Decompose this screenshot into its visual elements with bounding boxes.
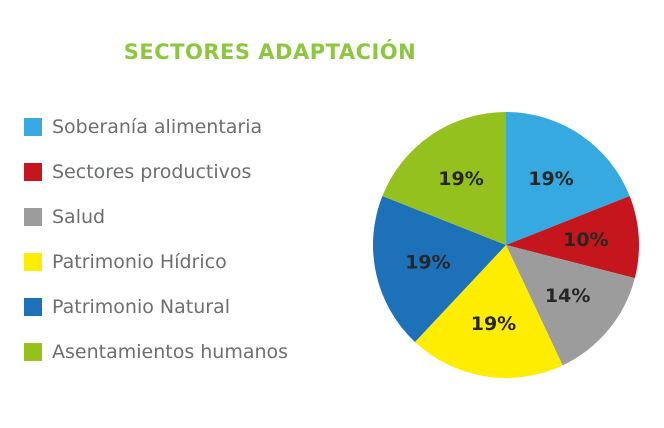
legend-item: Sectores productivos [24,158,288,186]
legend-swatch [24,163,42,181]
pie-slice-asentamientos-humanos [382,111,506,245]
pie-slice-soberania-alimentaria [506,112,630,245]
legend-swatch [24,253,42,271]
legend-label: Patrimonio Natural [52,296,230,318]
legend-item: Patrimonio Natural [24,293,288,321]
pie-slice-patrimonio-hidrico [414,245,563,378]
data-label-patrimonio-hidrico: 19% [471,313,516,335]
legend-label: Asentamientos humanos [52,341,289,363]
pie-slice-patrimonio-natural [373,196,506,342]
data-label-sectores-productivos: 10% [563,229,608,251]
legend-swatch [24,343,42,361]
chart-title: SECTORES ADAPTACIÓN [123,40,417,64]
legend-label: Sectores productivos [52,161,252,183]
legend-label: Salud [52,206,106,228]
pie-slice-sectores-productivos [506,196,639,279]
legend: Soberanía alimentaria Sectores productiv… [24,113,288,383]
legend-swatch [24,298,42,316]
legend-item: Asentamientos humanos [24,338,288,366]
legend-label: Patrimonio Hídrico [52,251,227,273]
legend-swatch [24,118,42,136]
legend-swatch [24,208,42,226]
legend-item: Soberanía alimentaria [24,113,288,141]
legend-label: Soberanía alimentaria [52,116,263,138]
data-label-patrimonio-natural: 19% [405,251,450,273]
data-label-soberania-alimentaria: 19% [528,168,573,190]
data-label-salud: 14% [545,285,590,307]
pie-slice-salud [506,245,635,366]
legend-item: Salud [24,203,288,231]
data-label-asentamientos-humanos: 19% [438,168,483,190]
legend-item: Patrimonio Hídrico [24,248,288,276]
